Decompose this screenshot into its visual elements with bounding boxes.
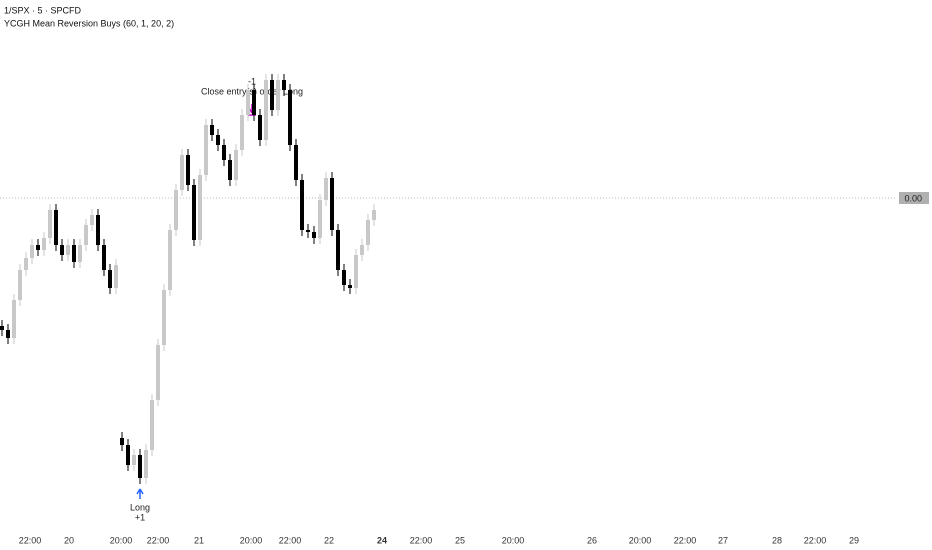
x-tick-label: 20:00 — [240, 535, 263, 545]
candle-body — [6, 330, 10, 338]
candle-body — [264, 80, 268, 140]
candle-body — [222, 145, 226, 160]
candle-body — [252, 90, 256, 115]
candle-body — [234, 150, 238, 180]
candle-body — [360, 245, 364, 255]
candle-body — [48, 210, 52, 238]
candle-body — [306, 230, 310, 232]
candle-body — [0, 326, 4, 330]
candle-body — [42, 238, 46, 250]
candle-body — [144, 450, 148, 478]
candle-body — [204, 125, 208, 175]
x-tick-label: 20 — [64, 535, 74, 545]
candle-body — [366, 220, 370, 245]
candle-body — [36, 245, 40, 250]
candle-body — [84, 225, 88, 245]
candle-body — [156, 345, 160, 400]
candle-body — [180, 155, 184, 190]
candle-body — [102, 245, 106, 270]
candle-body — [90, 215, 94, 225]
candle-body — [198, 175, 202, 240]
candle-body — [30, 245, 34, 258]
x-tick-label: 22:00 — [19, 535, 42, 545]
x-tick-label: 22:00 — [674, 535, 697, 545]
x-tick-label: 22:00 — [147, 535, 170, 545]
candle-body — [24, 258, 28, 270]
x-tick-label: 26 — [587, 535, 597, 545]
candle-body — [288, 90, 292, 145]
candle-body — [216, 135, 220, 145]
candle-body — [192, 185, 196, 240]
candle-body — [60, 245, 64, 255]
candle-body — [294, 145, 298, 180]
candle-body — [210, 125, 214, 135]
x-tick-label: 20:00 — [502, 535, 525, 545]
candle-body — [246, 90, 250, 115]
candle-body — [354, 255, 358, 288]
candle-body — [270, 80, 274, 110]
x-tick-label: 20:00 — [629, 535, 652, 545]
candle-body — [126, 445, 130, 465]
candle-body — [72, 245, 76, 262]
candle-body — [342, 270, 346, 285]
entry-qty: +1 — [135, 512, 145, 522]
chart-title: 1/SPX · 5 · SPCFD — [4, 5, 82, 15]
y-tick-label: 0.00 — [904, 193, 922, 203]
candle-body — [120, 438, 124, 445]
candle-body — [114, 265, 118, 288]
candle-body — [324, 178, 328, 200]
x-tick-label: 22:00 — [410, 535, 433, 545]
x-tick-label: 25 — [455, 535, 465, 545]
candle-body — [228, 160, 232, 180]
candle-body — [240, 115, 244, 150]
candle-body — [162, 290, 166, 345]
candle-body — [258, 115, 262, 140]
candle-body — [18, 270, 22, 300]
candle-body — [312, 232, 316, 238]
candle-body — [372, 210, 376, 220]
x-tick-label: 27 — [718, 535, 728, 545]
candle-body — [186, 155, 190, 185]
x-tick-label: 29 — [849, 535, 859, 545]
price-label-box — [899, 192, 929, 204]
candle-body — [54, 210, 58, 245]
candle-body — [276, 80, 280, 110]
indicator-name: YCGH Mean Reversion Buys (60, 1, 20, 2) — [4, 18, 174, 28]
candle-body — [174, 190, 178, 230]
x-tick-label: 22 — [324, 535, 334, 545]
candle-body — [330, 178, 334, 230]
long-arrow — [136, 488, 144, 499]
entry-label: Long — [130, 502, 150, 512]
exit-qty: -1 — [248, 76, 256, 86]
x-tick-label: 20:00 — [110, 535, 133, 545]
x-tick-label: 21 — [194, 535, 204, 545]
candle-body — [348, 285, 352, 288]
candle-body — [300, 180, 304, 230]
candle-body — [150, 400, 154, 450]
x-tick-label: 28 — [772, 535, 782, 545]
candle-body — [138, 455, 142, 478]
candle-body — [132, 455, 136, 465]
x-tick-label: 22:00 — [279, 535, 302, 545]
candle-body — [336, 230, 340, 270]
x-tick-label: 24 — [377, 535, 387, 545]
candle-body — [168, 230, 172, 290]
candle-body — [108, 270, 112, 288]
candle-body — [96, 215, 100, 245]
candle-body — [282, 80, 286, 90]
candle-body — [12, 300, 16, 338]
candle-body — [78, 245, 82, 262]
candle-body — [66, 245, 70, 255]
x-tick-label: 22:00 — [804, 535, 827, 545]
candle-body — [318, 200, 322, 238]
